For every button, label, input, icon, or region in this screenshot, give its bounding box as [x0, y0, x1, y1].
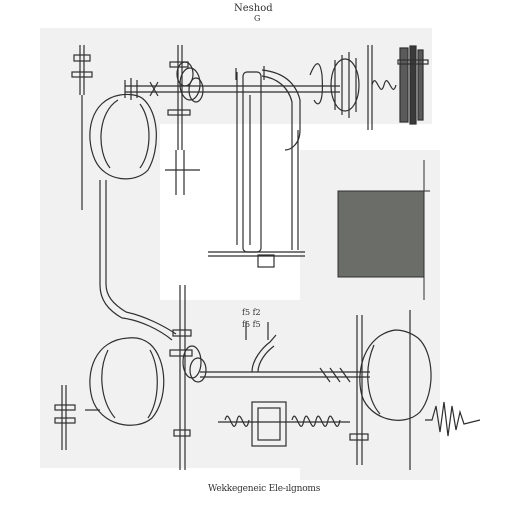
diagram-subtitle: G	[254, 14, 261, 23]
dark-block	[337, 190, 425, 278]
top-left-flask	[89, 93, 157, 180]
bottom-right-wave-spring	[425, 401, 481, 437]
connector-pipe	[121, 311, 177, 341]
top-right-coils	[309, 45, 397, 130]
bottom-left-flask	[89, 337, 165, 426]
bottom-right-flask	[349, 310, 432, 470]
left-vertical-pipe	[99, 180, 127, 319]
mid-label-1: f5 f2	[242, 308, 261, 317]
top-left-shaft	[71, 45, 93, 210]
top-gear-stack	[165, 45, 204, 195]
pin-markers	[235, 66, 269, 340]
bottom-horizontal-shaft	[200, 334, 370, 383]
central-frame	[208, 69, 305, 268]
mid-label-2: f5 f5	[242, 320, 261, 329]
top-right-disc-stack[interactable]	[397, 45, 429, 125]
bottom-caption: Wekkegeneic Ele-ılgnoms	[208, 484, 321, 494]
background-panel-bottom	[40, 300, 440, 468]
top-coupling	[124, 78, 340, 100]
diagram-title: Neshod	[234, 3, 273, 14]
bottom-gearbox[interactable]	[218, 401, 350, 447]
bottom-left-shaft	[169, 285, 207, 470]
bottom-left-foot	[54, 385, 100, 450]
